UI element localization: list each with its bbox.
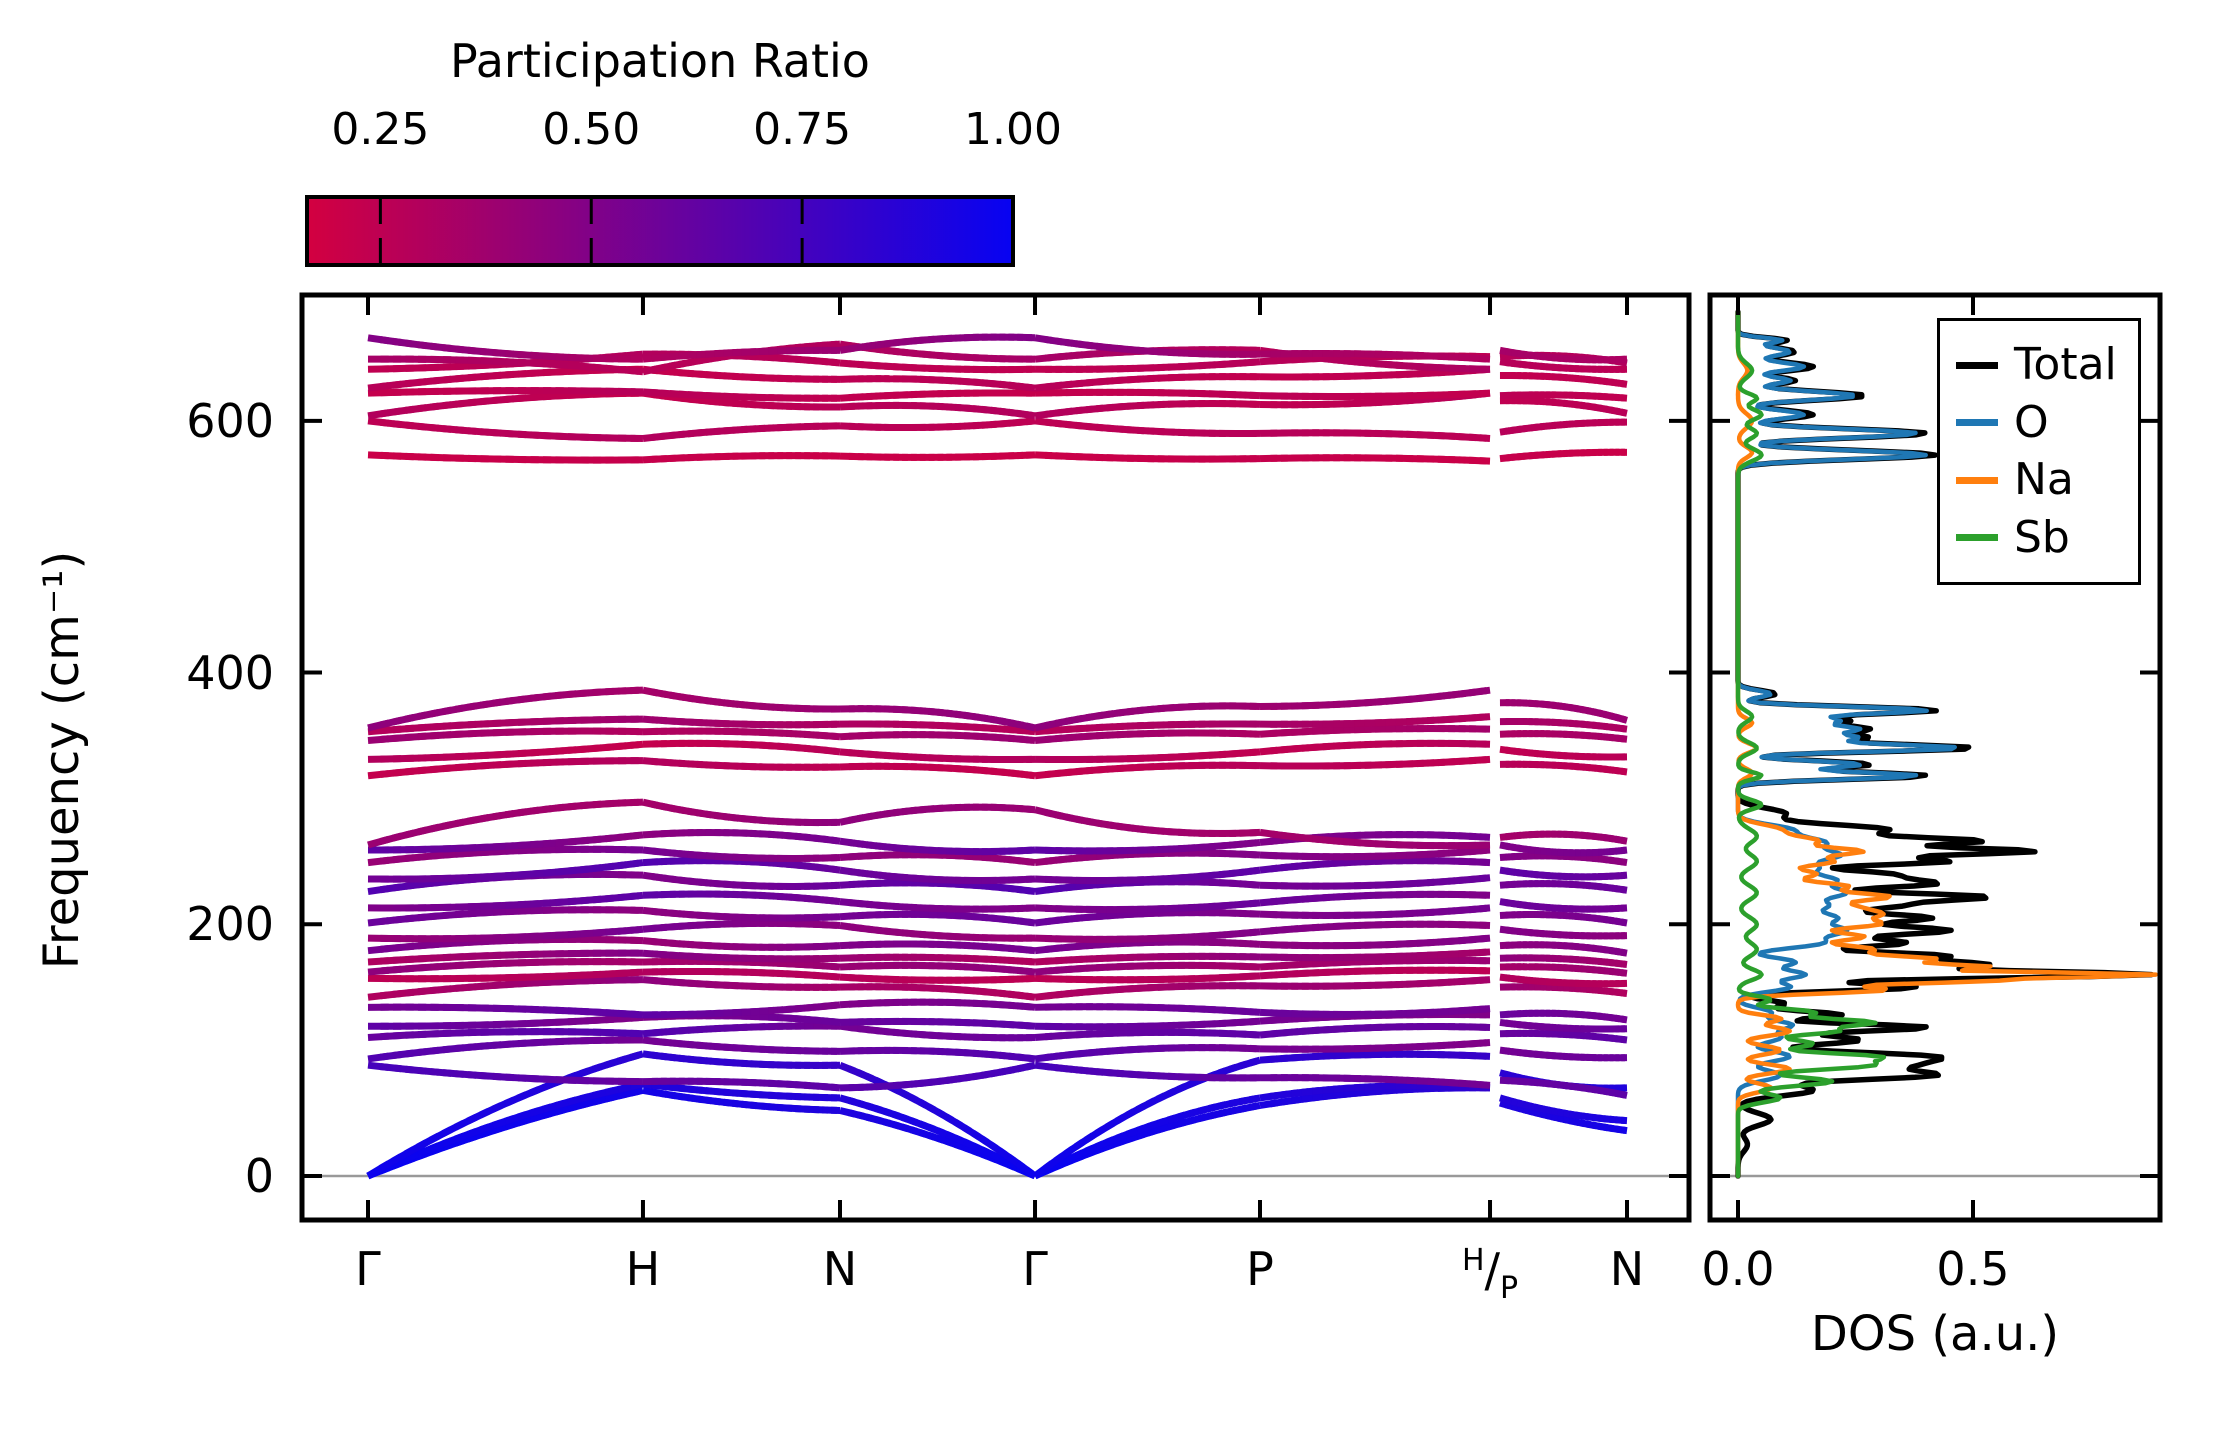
- legend-swatch-sb: [1956, 534, 1998, 542]
- dos-x-axis-label: DOS (a.u.): [1810, 1306, 2060, 1362]
- y-tick-label-400: 400: [186, 645, 274, 700]
- legend-swatch-o: [1956, 419, 1998, 427]
- colorbar-tick-label-0.75: 0.75: [753, 104, 852, 155]
- dos-panel-frame: [1707, 292, 2163, 1223]
- k-label-4: P: [1246, 1242, 1274, 1296]
- k-label-0: Γ: [355, 1242, 381, 1296]
- legend-entry-o: O: [1956, 396, 2122, 448]
- dos-curve-o: [1735, 309, 1957, 1179]
- y-tick-label-600: 600: [186, 393, 274, 448]
- legend-label-o: O: [2014, 396, 2049, 448]
- k-label-6: N: [1609, 1242, 1645, 1296]
- y-tick-label-200: 200: [186, 897, 274, 952]
- legend-label-total: Total: [2014, 339, 2117, 390]
- colorbar-tick-label-0.50: 0.50: [542, 104, 641, 155]
- legend-swatch-total: [1956, 361, 1998, 369]
- dos-curve-sb: [1735, 309, 1887, 1179]
- legend-entry-na: Na: [1956, 458, 2122, 502]
- colorbar-tick-label-1.00: 1.00: [964, 104, 1062, 155]
- k-label-3: Γ: [1022, 1242, 1048, 1296]
- dos-legend: Total O Na Sb: [1937, 318, 2141, 585]
- k-label-5: H/P: [1461, 1243, 1519, 1306]
- colorbar-tick-label-0.25: 0.25: [331, 104, 430, 155]
- dos-x-tick-label-0.0: 0.0: [1701, 1242, 1775, 1296]
- y-axis-label: Frequency (cm⁻¹): [34, 550, 90, 970]
- legend-label-sb: Sb: [2014, 511, 2070, 563]
- band-lines: [366, 333, 1628, 1180]
- legend-label-na: Na: [2014, 454, 2074, 506]
- band-panel-frame: [299, 292, 1692, 1223]
- legend-entry-sb: Sb: [1956, 511, 2122, 563]
- axis-ticks: [302, 295, 2160, 1220]
- k-label-2: N: [822, 1242, 858, 1296]
- colorbar: [305, 195, 1015, 267]
- k-label-1: H: [625, 1242, 661, 1296]
- dos-curves: [1735, 309, 2158, 1179]
- y-tick-label-0: 0: [244, 1148, 274, 1203]
- legend-swatch-na: [1956, 476, 1998, 484]
- dos-x-tick-label-0.5: 0.5: [1936, 1242, 2010, 1296]
- legend-entry-total: Total: [1956, 343, 2122, 387]
- colorbar-title: Participation Ratio: [450, 34, 870, 88]
